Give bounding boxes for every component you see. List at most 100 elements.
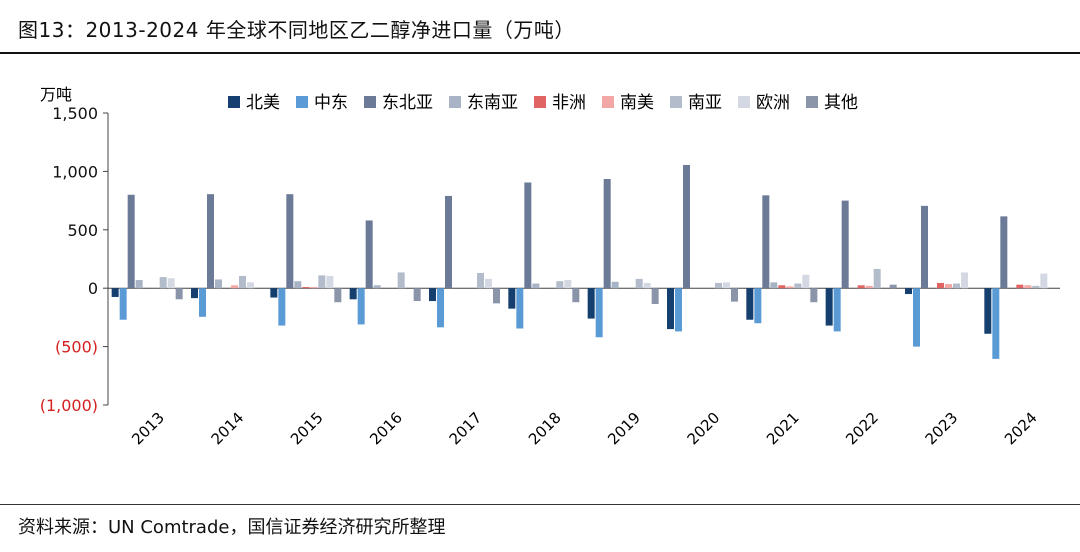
bar-南美-2021 xyxy=(786,286,794,289)
bars xyxy=(111,164,1048,359)
bar-欧洲-2014 xyxy=(247,282,254,289)
bar-东南亚-2013 xyxy=(135,280,143,289)
bar-东北亚-2017 xyxy=(445,195,452,289)
x-tick-label: 2023 xyxy=(922,409,962,449)
x-axis: 2013 2014 2015 2016 2017 2018 2019 2020 2021 2022… xyxy=(128,409,1040,449)
bar-欧洲-2020 xyxy=(723,282,730,289)
bar-北美-2023 xyxy=(905,288,912,295)
bar-北美-2019 xyxy=(587,288,595,319)
legend-swatch xyxy=(228,96,240,108)
y-tick-label: 1,500 xyxy=(52,104,98,123)
legend-swatch xyxy=(670,96,682,108)
bar-东北亚-2021 xyxy=(762,195,770,289)
bar-中东-2017 xyxy=(437,288,444,328)
x-tick-label: 2016 xyxy=(366,409,406,449)
x-tick-label: 2021 xyxy=(763,409,803,449)
y-tick-label: 1,000 xyxy=(52,162,98,181)
bar-中东-2022 xyxy=(833,288,841,332)
bar-欧洲-2017 xyxy=(485,278,492,289)
bar-中东-2016 xyxy=(357,288,365,325)
bar-南美-2022 xyxy=(865,285,873,289)
bar-欧洲-2023 xyxy=(961,272,968,289)
bar-东南亚-2016 xyxy=(373,285,381,289)
bar-南亚-2018 xyxy=(556,281,564,289)
legend-label: 东南亚 xyxy=(467,93,518,113)
bar-东北亚-2016 xyxy=(365,220,373,289)
bar-南亚-2021 xyxy=(794,283,802,289)
bar-东北亚-2024 xyxy=(1000,216,1008,289)
bar-其他-2020 xyxy=(731,288,738,302)
bar-南美-2023 xyxy=(945,284,952,289)
legend-label: 非洲 xyxy=(552,93,586,113)
bar-中东-2014 xyxy=(199,288,206,317)
bar-南亚-2013 xyxy=(159,277,167,289)
bar-南亚-2020 xyxy=(715,282,722,289)
bar-中东-2024 xyxy=(992,288,1000,359)
legend-label: 其他 xyxy=(824,93,858,113)
legend-label: 南美 xyxy=(620,93,654,113)
bar-东南亚-2018 xyxy=(532,283,540,289)
legend-label: 北美 xyxy=(246,93,280,113)
legend-swatch xyxy=(364,96,376,108)
y-axis: (1,000) (500) 0 500 1,000 1,500 xyxy=(40,104,1060,415)
y-tick-label: 500 xyxy=(67,221,98,240)
source-note: 资料来源：UN Comtrade，国信证券经济研究所整理 xyxy=(18,517,446,538)
legend-swatch xyxy=(738,96,750,108)
bar-欧洲-2015 xyxy=(326,275,334,289)
bar-南亚-2019 xyxy=(635,278,643,289)
bar-其他-2016 xyxy=(413,288,421,302)
bar-东南亚-2021 xyxy=(770,282,778,289)
bar-东北亚-2023 xyxy=(921,205,928,289)
bar-其他-2022 xyxy=(889,284,897,289)
bar-北美-2013 xyxy=(111,288,119,297)
bar-中东-2021 xyxy=(754,288,762,324)
bar-东北亚-2015 xyxy=(286,194,294,289)
bar-非洲-2022 xyxy=(857,285,865,289)
x-tick-label: 2013 xyxy=(128,409,168,449)
bar-东北亚-2022 xyxy=(841,200,849,289)
x-tick-label: 2017 xyxy=(446,409,486,449)
bar-中东-2019 xyxy=(595,288,603,338)
source-rule xyxy=(0,504,1080,505)
figure-title: 图13：2013-2024 年全球不同地区乙二醇净进口量（万吨） xyxy=(18,18,575,42)
bar-其他-2017 xyxy=(493,288,500,304)
x-tick-label: 2018 xyxy=(525,409,565,449)
x-tick-label: 2022 xyxy=(842,409,882,449)
x-tick-label: 2020 xyxy=(684,409,724,449)
bar-其他-2021 xyxy=(810,288,818,303)
bar-中东-2018 xyxy=(516,288,524,329)
legend-label: 南亚 xyxy=(688,93,722,113)
bar-东北亚-2013 xyxy=(127,194,135,289)
bar-北美-2015 xyxy=(270,288,278,298)
bar-北美-2014 xyxy=(191,288,198,299)
bar-东南亚-2015 xyxy=(294,281,302,289)
bar-北美-2018 xyxy=(508,288,516,309)
bar-南亚-2024 xyxy=(1032,285,1040,289)
bar-非洲-2015 xyxy=(302,287,310,289)
bar-中东-2015 xyxy=(278,288,286,326)
y-tick-label: (1,000) xyxy=(40,396,98,415)
legend-label: 欧洲 xyxy=(756,93,790,113)
bar-南亚-2017 xyxy=(477,273,484,289)
y-tick-label: 0 xyxy=(88,279,98,298)
bar-东北亚-2020 xyxy=(683,164,690,289)
bar-南亚-2016 xyxy=(397,272,405,289)
legend-swatch xyxy=(534,96,546,108)
bar-中东-2013 xyxy=(119,288,127,320)
bar-非洲-2024 xyxy=(1016,284,1024,289)
legend-swatch xyxy=(296,96,308,108)
bar-南美-2015 xyxy=(310,287,318,289)
bar-其他-2015 xyxy=(334,288,342,303)
bar-北美-2021 xyxy=(746,288,754,320)
bar-南亚-2022 xyxy=(873,268,881,289)
legend-swatch xyxy=(602,96,614,108)
bar-东南亚-2019 xyxy=(611,281,619,289)
bar-非洲-2023 xyxy=(937,282,944,289)
legend-swatch xyxy=(449,96,461,108)
bar-欧洲-2019 xyxy=(643,282,651,289)
bar-非洲-2021 xyxy=(778,285,786,289)
bar-其他-2013 xyxy=(175,288,183,300)
legend-label: 中东 xyxy=(314,93,348,113)
bar-欧洲-2013 xyxy=(167,278,175,289)
bar-北美-2020 xyxy=(667,288,674,330)
